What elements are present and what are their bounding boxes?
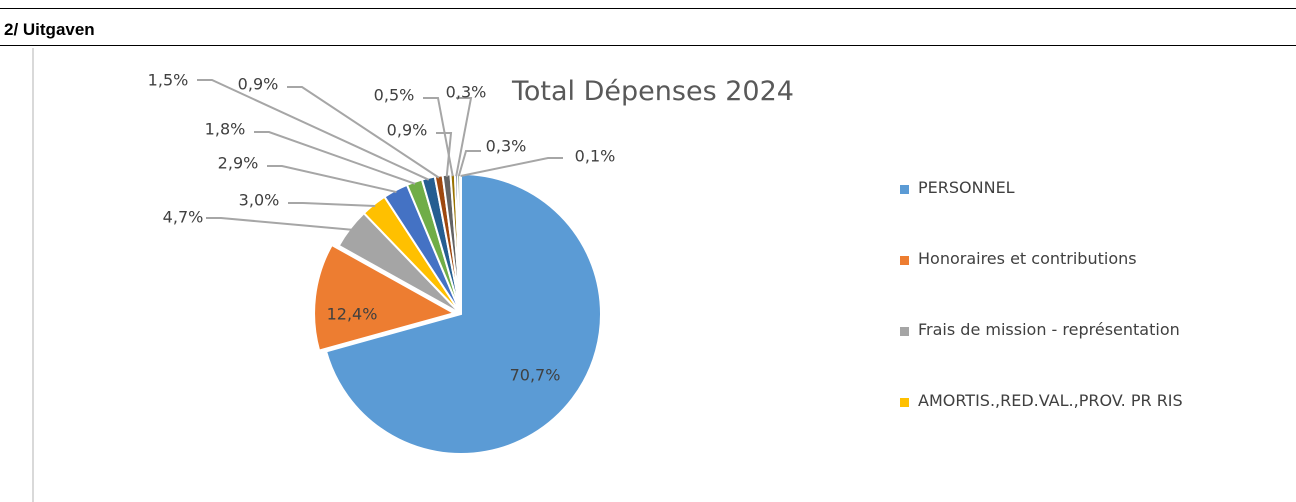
legend-label: PERSONNEL (918, 178, 1015, 197)
data-label: 12,4% (327, 305, 378, 324)
data-label: 0,1% (575, 147, 616, 166)
pie-slice (324, 172, 602, 455)
pie-slice (313, 243, 457, 352)
data-label: 1,8% (205, 120, 246, 139)
section-title: 2/ Uitgaven (4, 20, 95, 39)
legend: PERSONNEL Honoraires et contributions Frai… (900, 178, 1183, 462)
legend-item: Honoraires et contributions (900, 249, 1183, 320)
data-label: 0,9% (387, 121, 428, 140)
leader-lines (197, 79, 563, 231)
legend-swatch (900, 398, 909, 407)
leader-line (288, 202, 376, 208)
data-labels: 70,7% 12,4% 4,7% 3,0% 2,9% 1,8% 1,5% 0,9% 0,9% 0,… (148, 71, 616, 385)
data-label: 0,5% (374, 86, 415, 105)
pie-slice (459, 172, 462, 315)
leader-line (197, 79, 430, 181)
leader-line (254, 131, 416, 185)
leader-line (267, 165, 397, 194)
top-rule (0, 8, 1296, 9)
legend-swatch (900, 256, 909, 265)
data-label: 2,9% (218, 154, 259, 173)
legend-swatch (900, 327, 909, 336)
chart-title: Total Dépenses 2024 (512, 76, 794, 107)
leader-line (455, 97, 473, 177)
legend-label: Honoraires et contributions (918, 249, 1137, 268)
data-label: 1,5% (148, 71, 189, 90)
leader-line (457, 150, 481, 177)
data-label: 0,3% (446, 83, 487, 102)
legend-item: AMORTIS.,RED.VAL.,PROV. PR RIS (900, 391, 1183, 462)
chart-left-border (32, 48, 34, 502)
data-label: 70,7% (510, 366, 561, 385)
data-label: 3,0% (239, 191, 280, 210)
data-label: 0,3% (486, 137, 527, 156)
legend-item: PERSONNEL (900, 178, 1183, 249)
legend-swatch (900, 185, 909, 194)
leader-line (206, 217, 352, 231)
leader-line (287, 86, 440, 179)
leader-line (460, 157, 563, 177)
data-label: 4,7% (163, 208, 204, 227)
legend-label: Frais de mission - représentation (918, 320, 1180, 339)
legend-label: AMORTIS.,RED.VAL.,PROV. PR RIS (918, 391, 1183, 410)
leader-line (423, 97, 454, 177)
data-label: 0,9% (238, 75, 279, 94)
pie-slices (313, 172, 602, 455)
leader-line (436, 132, 453, 177)
legend-item: Frais de mission - représentation (900, 320, 1183, 391)
section-rule (0, 45, 1296, 46)
